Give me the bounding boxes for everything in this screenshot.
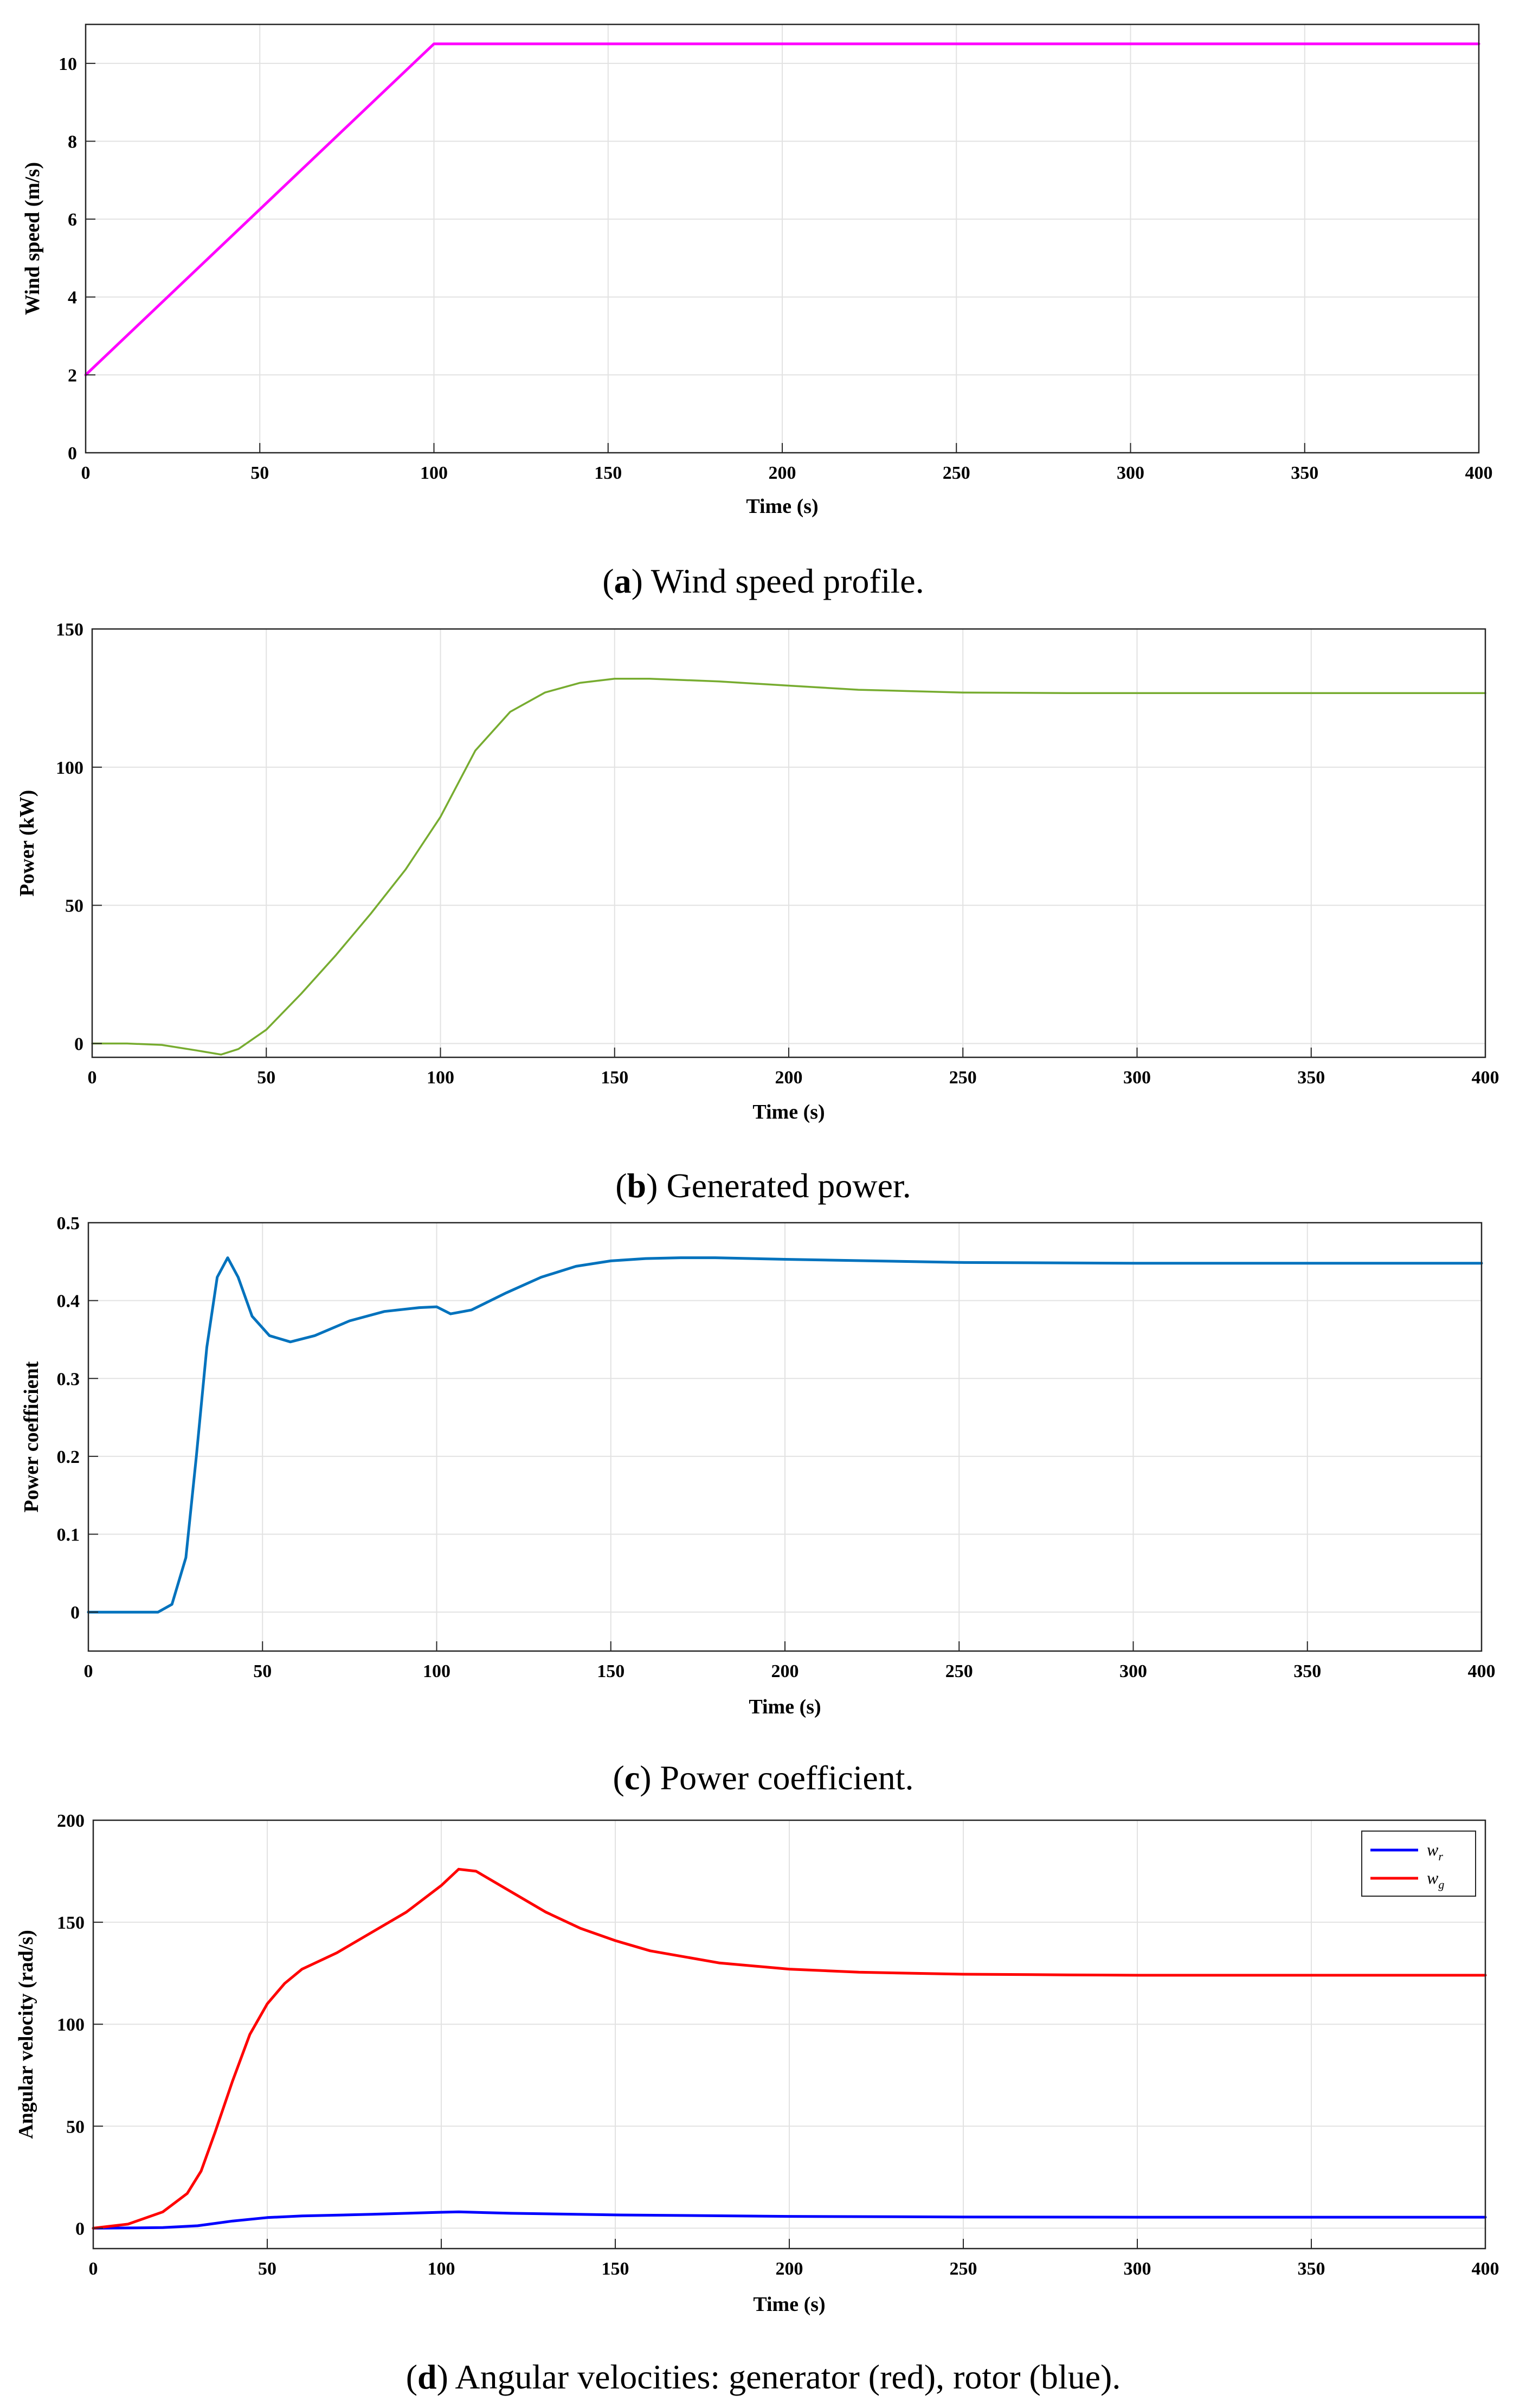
panel-a-caption: (a) Wind speed profile. [602, 562, 924, 600]
panel-d-legend-label: wg [1427, 1868, 1444, 1891]
panel-c-ytick-label: 0.4 [57, 1292, 80, 1312]
panel-c-xtick-label: 300 [1119, 1661, 1147, 1681]
panel-a-caption-text: Wind speed profile. [643, 562, 924, 600]
panel-b-xtick-label: 300 [1123, 1068, 1151, 1088]
panel-d-xtick-label: 0 [89, 2259, 98, 2279]
panel-d-ytick-label: 50 [66, 2117, 85, 2137]
panel-a-xtick-label: 50 [250, 463, 269, 483]
panel-d-xlabel: Time (s) [753, 2293, 825, 2316]
panel-b-caption: (b) Generated power. [615, 1166, 911, 1205]
panel-c-xlabel: Time (s) [749, 1696, 821, 1718]
panel-d-series-w-r [92, 2210, 1487, 2230]
panel-d-angular-velocities: 0 50 100 150 200 250 300 350 400 0 50 100 150 200 Tim… [15, 1811, 1499, 2396]
panel-b-caption-text: Generated power. [658, 1166, 911, 1205]
panel-c-caption-letter: c [624, 1758, 640, 1797]
panel-d-xtick-label: 200 [776, 2259, 803, 2279]
panel-d-xtick-label: 400 [1472, 2259, 1499, 2279]
panel-a-ytick-label: 6 [68, 210, 77, 230]
panel-a-series-wind-speed [84, 42, 1480, 376]
panel-c-xtick-label: 0 [84, 1661, 93, 1681]
panel-c-power-coefficient: 0 50 100 150 200 250 300 350 400 0 0.1 0.2 0.3 0.4 0.5… [20, 1213, 1496, 1797]
panel-b-generated-power: 0 50 100 150 200 250 300 350 400 0 50 100 150 Time (… [16, 620, 1499, 1205]
panel-d-caption: (d) Angular velocities: generator (red),… [406, 2358, 1121, 2396]
panel-d-caption-text: Angular velocities: generator (red), rot… [448, 2358, 1121, 2396]
panel-a-ytick-label: 8 [68, 132, 77, 152]
panel-b-ylabel: Power (kW) [16, 790, 38, 897]
panel-d-ytick-label: 0 [75, 2219, 85, 2239]
panel-d-xtick-label: 100 [428, 2259, 455, 2279]
panel-d-xtick-label: 50 [258, 2259, 276, 2279]
panel-d-legend: wr wg [1361, 1831, 1476, 1897]
panel-a-ytick-label: 2 [68, 365, 77, 386]
panel-d-xtick-label: 300 [1124, 2259, 1151, 2279]
panel-c-series-power-coefficient [87, 1256, 1483, 1614]
panel-c-xtick-label: 200 [771, 1661, 799, 1681]
panel-c-ytick-label: 0.2 [57, 1447, 80, 1467]
panel-a-caption-letter: a [614, 562, 632, 600]
panel-b-ytick-label: 150 [56, 620, 83, 640]
panel-d-ytick-label: 200 [57, 1811, 85, 1831]
panel-a-xtick-label: 0 [81, 463, 91, 483]
panel-a-wind-speed: 0 50 100 150 200 250 300 350 400 0 2 4 6 8 10 Time (s)… [21, 23, 1493, 600]
panel-d-series-w-g [92, 1867, 1487, 2230]
panel-a-xtick-label: 350 [1291, 463, 1318, 483]
panel-a-xlabel: Time (s) [746, 495, 818, 518]
panel-b-ytick-label: 0 [74, 1035, 83, 1055]
panel-d-ylabel: Angular velocity (rad/s) [15, 1930, 37, 2139]
panel-c-xtick-label: 150 [597, 1661, 624, 1681]
panel-b-series-power [91, 677, 1486, 1056]
panel-d-ytick-label: 100 [57, 2015, 85, 2035]
panel-b-ytick-label: 100 [56, 758, 83, 778]
panel-c-ylabel: Power coefficient [20, 1361, 43, 1512]
panel-a-xtick-label: 100 [420, 463, 448, 483]
panel-a-xtick-label: 300 [1117, 463, 1144, 483]
panel-c-ytick-label: 0.3 [57, 1369, 80, 1389]
panel-a-ytick-label: 4 [68, 288, 77, 308]
panel-a-ytick-label: 0 [68, 444, 77, 464]
panel-b-xtick-label: 250 [949, 1068, 977, 1088]
panel-d-legend-box [1361, 1831, 1476, 1897]
panel-c-xtick-label: 250 [945, 1661, 973, 1681]
panel-b-caption-letter: b [627, 1166, 647, 1205]
panel-b-xtick-label: 150 [601, 1068, 628, 1088]
panel-c-xtick-label: 50 [253, 1661, 272, 1681]
panel-b-ytick-label: 50 [65, 896, 83, 916]
panel-b-xtick-label: 350 [1297, 1068, 1325, 1088]
panel-a-ylabel: Wind speed (m/s) [21, 162, 44, 315]
panel-b-xtick-label: 200 [775, 1068, 803, 1088]
panel-d-xtick-label: 350 [1298, 2259, 1325, 2279]
panel-a-xtick-label: 150 [594, 463, 622, 483]
panel-c-caption-text: Power coefficient. [652, 1758, 914, 1797]
panel-a-xtick-label: 250 [943, 463, 970, 483]
panel-c-ytick-label: 0.1 [57, 1525, 80, 1545]
panel-a-xtick-label: 400 [1465, 463, 1493, 483]
panel-c-ytick-label: 0.5 [57, 1213, 80, 1234]
panel-b-xtick-label: 100 [427, 1068, 454, 1088]
panel-b-xtick-label: 50 [257, 1068, 275, 1088]
panel-c-caption: (c) Power coefficient. [613, 1758, 914, 1797]
panel-d-caption-letter: d [417, 2358, 437, 2396]
panel-c-xtick-label: 400 [1468, 1661, 1496, 1681]
panel-c-xtick-label: 350 [1293, 1661, 1321, 1681]
panel-a-ytick-label: 10 [59, 54, 77, 74]
panel-d-legend-label: wr [1427, 1840, 1443, 1863]
panel-b-xtick-label: 400 [1472, 1068, 1499, 1088]
panel-b-xlabel: Time (s) [752, 1101, 825, 1123]
panel-c-ytick-label: 0 [70, 1603, 80, 1623]
panel-a-xtick-label: 200 [769, 463, 796, 483]
panel-c-xtick-label: 100 [423, 1661, 450, 1681]
panel-d-ytick-label: 150 [57, 1913, 85, 1933]
panel-d-xtick-label: 150 [602, 2259, 629, 2279]
panel-b-xtick-label: 0 [88, 1068, 97, 1088]
panel-d-xtick-label: 250 [950, 2259, 977, 2279]
